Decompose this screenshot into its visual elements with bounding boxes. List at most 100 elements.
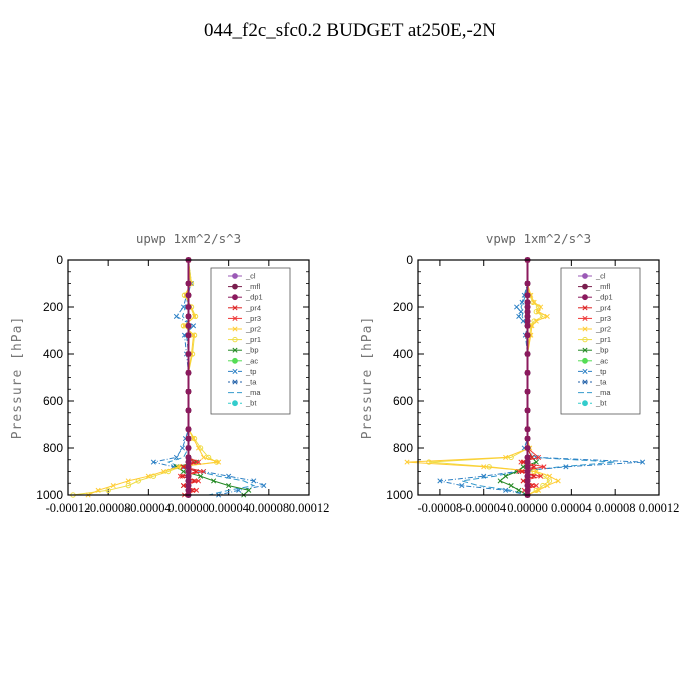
data-point-pr3 — [518, 459, 524, 465]
data-point-pr2 — [404, 459, 410, 465]
panel-1: upwp 1xm^2/s^3 Pressure [hPa] 0 200 400 600 80… — [10, 231, 329, 515]
y-axis-label: Pressure [hPa] — [360, 316, 375, 440]
y-tick-label: 800 — [393, 441, 413, 455]
data-point-dp1 — [524, 482, 531, 489]
data-point-dp1 — [185, 426, 192, 433]
data-point-pr2 — [533, 318, 539, 324]
legend-marker — [582, 283, 588, 290]
y-tick-label: 0 — [406, 253, 413, 267]
legend-label: _bt — [595, 399, 607, 408]
data-point-pr2 — [503, 454, 509, 460]
data-point-dp1 — [524, 478, 531, 484]
data-point-pr1 — [192, 313, 199, 320]
data-point-pr2 — [191, 313, 198, 319]
data-point-tp — [519, 299, 525, 305]
data-point-pr2 — [531, 299, 537, 305]
legend-label: _mfl — [245, 282, 261, 291]
data-point-dp1 — [524, 308, 531, 315]
legend-marker — [582, 273, 588, 279]
legend-box — [560, 267, 641, 415]
data-point-pr2 — [216, 459, 222, 465]
data-point-pr2 — [546, 473, 553, 479]
data-point-tp — [150, 459, 156, 465]
data-point-dp1 — [185, 482, 192, 489]
data-point-tp — [236, 487, 242, 493]
legend-marker — [582, 347, 588, 353]
y-axis-label: Pressure [hPa] — [10, 316, 25, 440]
data-point-pr2 — [535, 309, 542, 315]
y-tick-label: 200 — [43, 300, 63, 314]
data-point-dp1 — [185, 351, 192, 357]
data-point-dp1 — [524, 299, 531, 306]
data-point-tp — [514, 304, 520, 310]
data-point-pr2 — [481, 464, 487, 470]
data-point-dp1 — [185, 445, 192, 451]
data-point-tp — [226, 473, 232, 479]
data-point-pr4 — [531, 473, 537, 479]
figure-title: 044_f2c_sfc0.2 BUDGET at250E,-2N — [204, 20, 496, 41]
data-point-dp1 — [524, 351, 531, 357]
data-point-tp — [516, 313, 522, 319]
series-line-pr2 — [87, 259, 219, 496]
data-point-dp1 — [524, 487, 531, 494]
legend-marker — [232, 400, 238, 407]
x-tick-label: 0.00004 — [551, 501, 592, 515]
data-point-pr2 — [544, 483, 550, 489]
data-point-bp — [533, 459, 539, 465]
legend-label: _ta — [595, 378, 607, 387]
y-tick-label: 400 — [43, 347, 63, 361]
data-point-bp — [516, 487, 522, 493]
data-point-pr3 — [195, 478, 202, 484]
data-point-pr1 — [125, 482, 131, 489]
data-point-pr4 — [193, 468, 200, 475]
legend-label: _pr3 — [595, 314, 611, 323]
data-point-pr1 — [205, 454, 212, 461]
x-tick-label: -0.00004 — [126, 501, 172, 515]
data-point-dp1 — [524, 318, 531, 325]
data-point-dp1 — [185, 435, 192, 442]
data-point-tp — [518, 309, 524, 315]
data-point-pr1 — [546, 478, 553, 484]
legend-marker — [232, 294, 238, 301]
data-point-pr2 — [190, 436, 197, 442]
x-tick-label: 0.00008 — [595, 501, 636, 515]
data-point-bp — [508, 483, 514, 489]
data-point-bp — [226, 483, 232, 489]
legend-label: _pr2 — [595, 325, 611, 334]
data-point-tp — [179, 445, 186, 451]
data-point-dp1 — [524, 388, 531, 395]
legend-marker — [232, 315, 238, 321]
x-tick-label: 0.00004 — [208, 501, 249, 515]
legend-label: _bp — [245, 346, 259, 355]
data-point-tp — [459, 483, 465, 489]
legend-label: _bt — [245, 399, 257, 408]
data-point-dp1 — [185, 313, 192, 320]
data-point-dp1 — [524, 280, 531, 287]
data-point-pr4 — [519, 468, 525, 475]
legend-marker — [582, 379, 588, 385]
data-point-dp1 — [185, 454, 192, 461]
data-point-pr1 — [150, 473, 157, 479]
data-point-pr2 — [529, 323, 535, 329]
data-point-pr4 — [180, 464, 187, 470]
data-point-dp1 — [524, 292, 531, 299]
legend-label: _ac — [595, 356, 608, 365]
x-tick-label: 0.00008 — [249, 501, 290, 515]
data-point-pr2 — [125, 478, 131, 484]
x-tick-label: -0.00012 — [46, 501, 91, 515]
data-point-pr4 — [531, 464, 537, 470]
series-line-pr1 — [72, 259, 219, 496]
data-point-bp — [503, 473, 509, 479]
data-point-tp — [173, 313, 180, 319]
legend-label: _pr4 — [245, 303, 261, 312]
data-point-tp — [251, 478, 257, 484]
data-point-pr2 — [195, 445, 202, 451]
panel-title: vpwp 1xm^2/s^3 — [486, 231, 591, 246]
legend-label: _ma — [245, 388, 261, 397]
legend-marker — [582, 326, 588, 332]
legend-box — [210, 267, 291, 415]
data-point-pr2 — [535, 487, 542, 493]
data-point-pr2 — [95, 487, 101, 493]
x-tick-label: 0.00000 — [507, 501, 548, 515]
data-point-dp1 — [524, 304, 531, 310]
